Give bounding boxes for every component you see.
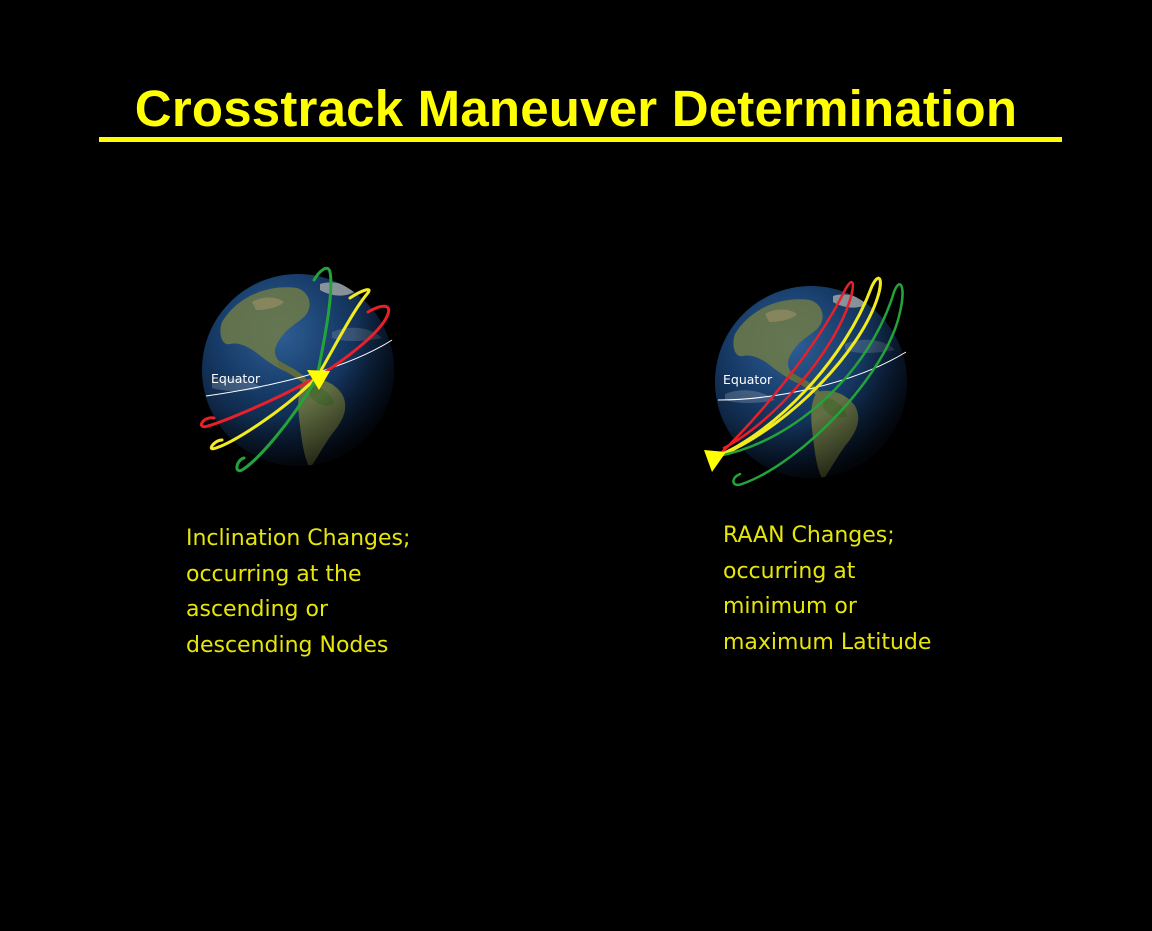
caption-raan: RAAN Changes; occurring at minimum or ma… — [723, 518, 931, 660]
caption-line: Inclination Changes; — [186, 526, 411, 551]
orbit-red — [199, 304, 391, 429]
equator-line — [717, 351, 907, 401]
caption-line: minimum or — [723, 594, 857, 619]
maneuver-marker-icon — [307, 370, 330, 390]
orbit-red — [716, 280, 855, 458]
caption-line: RAAN Changes; — [723, 523, 895, 548]
earth-globe-inclination-diagram: Equator — [199, 266, 394, 473]
orbit-yellow — [209, 288, 371, 451]
equator-label: Equator — [211, 371, 261, 386]
caption-line: ascending or — [186, 597, 329, 622]
earth-globe-raan-diagram: Equator — [704, 276, 907, 487]
caption-inclination: Inclination Changes; occurring at the as… — [186, 521, 410, 663]
orbit-green — [235, 266, 333, 473]
title-underline — [99, 137, 1062, 142]
equator-label: Equator — [723, 372, 773, 387]
slide-title: Crosstrack Maneuver Determination — [134, 80, 1018, 137]
equator-line — [205, 339, 393, 397]
orbit-green — [716, 283, 904, 487]
orbit-yellow — [716, 276, 882, 458]
caption-line: occurring at — [723, 558, 856, 584]
caption-line: descending Nodes — [186, 632, 389, 658]
caption-line: occurring at the — [186, 561, 362, 587]
maneuver-marker-icon — [704, 450, 726, 472]
caption-line: maximum Latitude — [723, 629, 932, 655]
